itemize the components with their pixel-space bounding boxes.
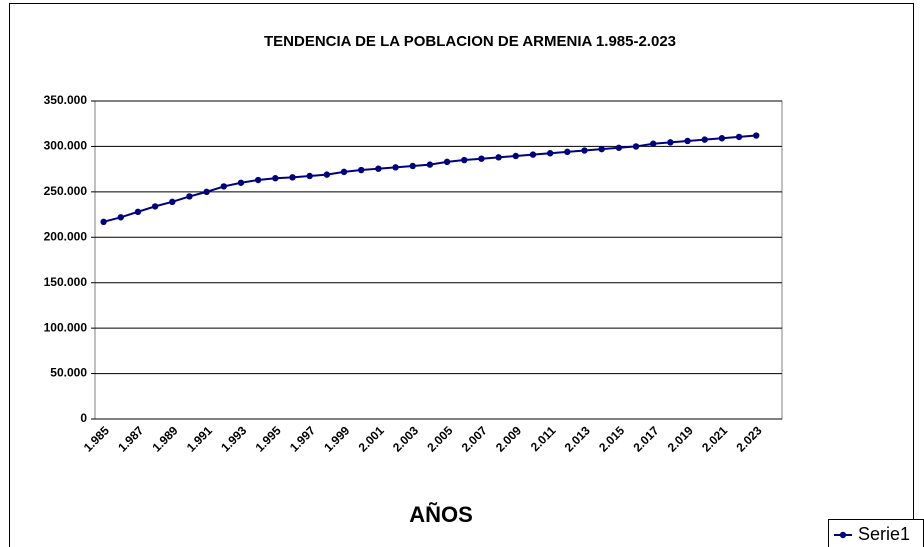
data-point [203,188,210,196]
data-point [495,154,502,161]
data-point [289,174,296,181]
y-tick-label: 0 [80,411,87,425]
legend-label: Serie1 [858,524,910,544]
data-point [735,133,743,141]
data-point [358,166,365,174]
data-point [272,175,279,182]
data-point [581,147,588,154]
data-point [426,161,434,168]
y-tick-label: 100.000 [44,320,88,334]
data-point [237,179,245,186]
data-point [169,198,176,206]
data-point [632,143,640,150]
data-point [546,150,554,157]
data-point [375,165,382,172]
data-point [100,218,107,226]
data-point [323,171,331,178]
data-point [117,214,124,221]
data-point [186,193,193,200]
data-point [478,155,485,162]
data-point [220,183,228,190]
y-tick-label: 150.000 [44,275,88,289]
data-point [461,156,468,164]
plot-area [94,100,783,420]
data-point [753,132,760,139]
data-point [529,151,537,158]
data-point [392,164,399,171]
data-point [615,144,623,151]
y-tick-label: 350.000 [44,93,88,107]
data-point [649,140,657,147]
x-axis-title: AÑOS [409,502,473,527]
data-point [667,139,674,146]
data-point [340,168,348,176]
chart-title: TENDENCIA DE LA POBLACION DE ARMENIA 1.9… [264,33,676,50]
data-point [151,203,159,210]
data-point [701,136,708,143]
y-tick-label: 50.000 [50,366,87,380]
data-point [512,152,519,160]
data-point [718,135,726,142]
data-point [409,162,416,170]
data-point [684,137,691,145]
data-point [598,145,605,153]
data-point [254,176,262,184]
legend-marker [839,531,847,539]
y-tick-label: 200.000 [44,229,88,243]
data-point [306,172,313,180]
data-point [134,208,142,216]
data-point [564,148,571,156]
data-point [443,158,451,166]
y-tick-label: 300.000 [44,139,88,153]
y-tick-label: 250.000 [44,184,88,198]
